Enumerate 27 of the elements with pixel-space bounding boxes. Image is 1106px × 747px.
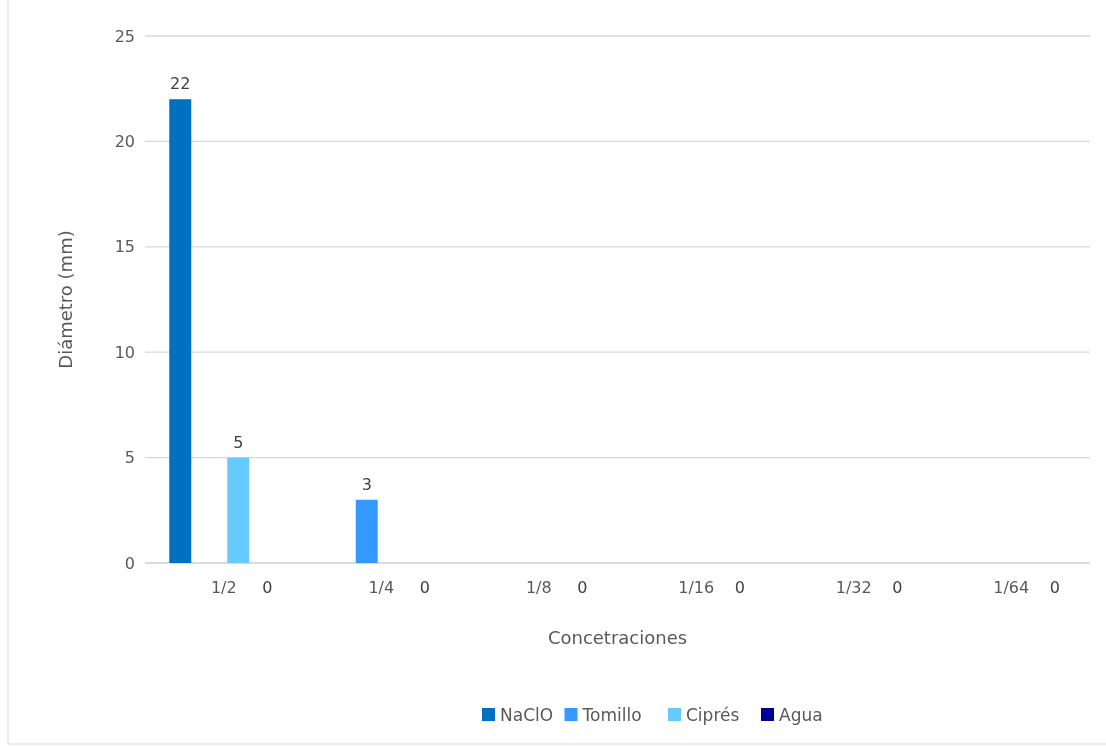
data-label: 0 <box>577 578 588 597</box>
y-tick-label: 20 <box>114 132 135 151</box>
x-tick-label: 1/64 <box>993 578 1030 597</box>
x-tick-label: 1/4 <box>368 578 395 597</box>
x-tick-label: 1/32 <box>835 578 872 597</box>
y-axis-title: Diámetro (mm) <box>55 230 76 369</box>
legend-label: Agua <box>779 704 823 725</box>
y-tick-label: 15 <box>114 237 135 257</box>
data-label: 0 <box>892 578 903 597</box>
data-label: 22 <box>170 74 191 94</box>
x-tick-label: 1/2 <box>210 578 237 597</box>
data-label: 0 <box>262 578 273 597</box>
legend-label: Tomillo <box>581 704 642 725</box>
y-tick-label: 10 <box>114 342 135 362</box>
y-tick-label: 5 <box>124 448 135 468</box>
data-label: 0 <box>734 578 745 597</box>
x-tick-label: 1/8 <box>525 578 552 597</box>
y-tick-label: 25 <box>114 26 135 46</box>
data-label: 5 <box>233 432 244 452</box>
data-label: 0 <box>419 578 430 597</box>
x-axis-title: Concetraciones <box>547 627 688 648</box>
y-tick-label: 0 <box>124 553 135 573</box>
legend-label: NaClO <box>500 704 554 725</box>
legend-label: Ciprés <box>686 704 740 725</box>
data-label: 3 <box>361 474 372 494</box>
x-tick-label: 1/16 <box>678 578 715 597</box>
data-label: 0 <box>1049 578 1060 597</box>
